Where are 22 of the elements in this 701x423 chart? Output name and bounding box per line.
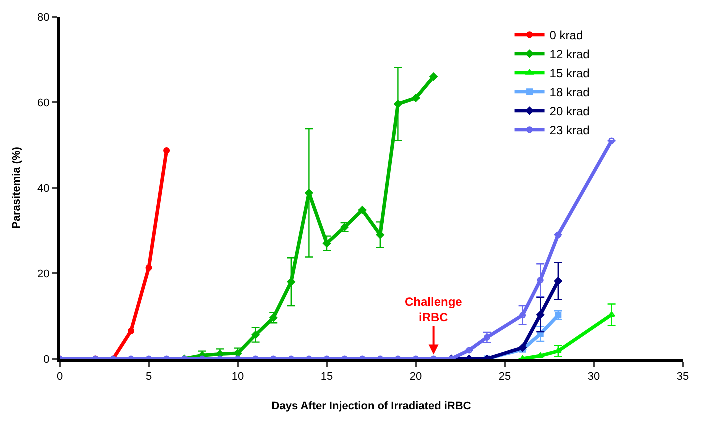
x-tick-label: 35 [676, 371, 690, 384]
legend-label: 23 krad [550, 124, 590, 138]
y-tick-label: 60 [38, 97, 50, 110]
x-tick-label: 30 [588, 371, 600, 384]
y-tick-label: 80 [38, 12, 50, 24]
y-tick-label: 40 [38, 182, 50, 195]
y-axis-title: Parasitemia (%) [11, 146, 24, 229]
x-tick-label: 15 [320, 371, 334, 384]
y-tick-label: 20 [38, 268, 50, 280]
y-tick-label: 0 [44, 354, 50, 366]
annotation: Challenge iRBC [405, 295, 463, 325]
x-tick-label: 5 [146, 371, 152, 384]
x-axis-title: Days After Injection of Irradiated iRBC [272, 400, 472, 412]
x-tick-label: 0 [56, 371, 64, 384]
x-tick-label: 10 [232, 371, 244, 384]
legend-label: 18 krad [550, 86, 590, 100]
legend-label: 12 krad [550, 48, 590, 62]
legend-label: 0 krad [550, 28, 584, 43]
x-tick-label: 20 [410, 371, 422, 384]
legend-label: 15 krad [550, 66, 590, 81]
x-tick-label: 25 [498, 371, 512, 384]
legend-label: 20 krad [550, 104, 590, 119]
